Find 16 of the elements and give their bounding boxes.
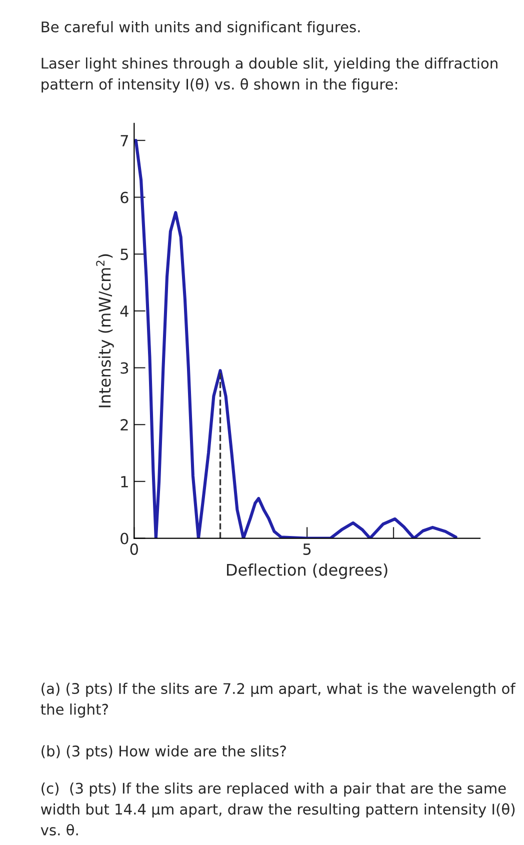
y-tick-label: 2 [120,419,128,430]
text: (c) (3 pts) If the slits are replaced with a pair that are the same width but 14.4 µm apart, draw the resulting pattern intensity I(θ) vs. θ. [40,782,515,836]
x-axis-title: Deflection (degrees) [227,563,388,579]
y-tick-label: 7 [120,135,128,146]
text: Laser light shines through a double slit, yielding the diffraction pattern of intensity I(θ) vs. θ shown in the figure: [42,57,498,93]
text: Be careful with units and significant figures. [42,21,360,36]
y-axis-title: Intensity (mW/cm$^{2}$) [96,254,114,408]
line-series [134,138,458,538]
y-tick-label: 3 [120,362,128,374]
text: (b) (3 pts) How wide are the slits? [42,745,286,760]
y-tick-label: 6 [120,192,128,204]
y-tick-label: 4 [120,306,128,317]
y-tick-label: 0 [120,532,128,544]
y-tick-label: 1 [121,476,128,488]
text: (a) (3 pts) If the slits are 7.2 µm apart, what is the wavelength of the light? [40,682,516,718]
y-tick-label: 5 [120,248,128,260]
